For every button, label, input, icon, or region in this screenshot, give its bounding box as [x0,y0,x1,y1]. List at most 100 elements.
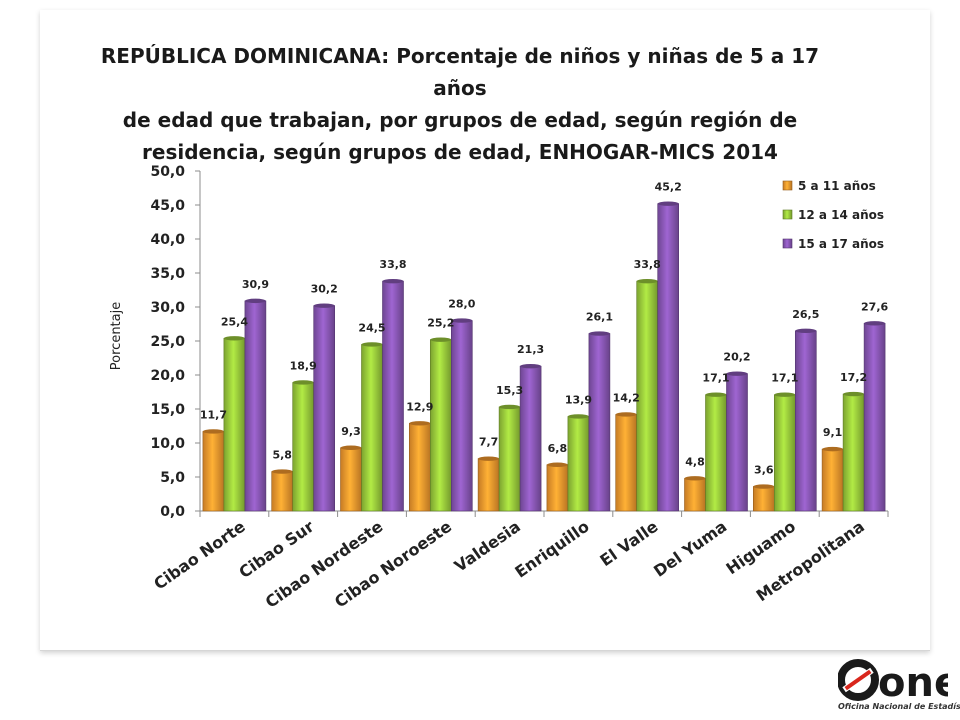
data-label: 18,9 [290,359,317,372]
data-label: 20,2 [723,351,750,364]
bar [292,382,315,512]
y-tick-label: 40,0 [150,232,185,248]
bar [429,339,452,512]
data-label: 7,7 [479,436,499,449]
bar-cap [843,391,865,397]
bar [408,422,431,512]
y-axis-label: Porcentaje [109,302,124,370]
bar-cap [271,469,293,474]
y-tick-label: 30,0 [150,300,185,316]
data-label: 33,8 [379,258,406,271]
y-tick-label: 35,0 [150,266,185,282]
bar-cap [636,278,658,284]
chart-title: REPÚBLICA DOMINICANA: Porcentaje de niño… [100,44,820,164]
bar-cap [223,336,245,341]
bar [705,394,727,512]
data-label: 21,3 [517,343,544,356]
y-tick-label: 10,0 [150,436,185,452]
data-label: 15,3 [496,384,523,397]
data-label: 25,2 [427,317,454,330]
bar [313,305,336,512]
bar-cap [864,321,886,326]
bar [588,333,611,512]
bar [684,478,706,512]
bar-cap [478,456,500,461]
logo-text: one [878,660,948,704]
bar-cap [451,318,473,323]
bar [498,406,521,512]
bar-cap [499,404,521,410]
bar [382,280,404,512]
y-tick-label: 50,0 [150,164,185,180]
data-label: 28,0 [448,298,475,311]
bar [752,486,775,512]
x-tick-label: El Valle [596,517,661,571]
bar-cap [361,342,383,347]
data-label: 9,3 [341,425,361,438]
logo-subtitle: Oficina Nacional de Estadística [838,702,960,711]
y-tick-label: 45,0 [150,198,185,214]
bar [244,300,267,512]
bar-cap [340,445,362,450]
y-tick-label: 5,0 [160,470,185,486]
bar [615,414,638,512]
bar [271,471,294,512]
y-tick-label: 25,0 [150,334,185,350]
data-label: 45,2 [655,181,682,194]
one-logo-icon: one [837,659,960,706]
bar [636,280,659,512]
y-tick-label: 20,0 [150,368,185,384]
bar [773,394,796,512]
bar [340,447,362,512]
data-label: 17,1 [771,372,798,385]
bar-cap [567,414,589,419]
data-label: 3,6 [754,464,774,477]
bar-cap [657,201,679,206]
bar-cap [313,303,335,308]
bar-cap [726,371,748,376]
data-label: 9,1 [823,426,843,439]
bar-cap [774,392,796,397]
x-tick-label: Enriquillo [511,517,592,582]
legend-swatch [782,180,793,191]
data-label: 4,8 [685,455,705,468]
one-logo: one Oficina Nacional de Estadística [837,656,960,716]
bar [546,464,569,512]
data-label: 26,5 [792,308,819,321]
bar-cap [795,328,817,333]
data-label: 25,4 [221,315,248,328]
data-label: 30,2 [311,283,338,296]
data-label: 13,9 [565,393,592,406]
data-label: 5,8 [272,449,292,462]
bar-cap [753,484,775,489]
legend-label: 12 a 14 años [798,208,884,222]
legend-label: 5 a 11 años [798,179,876,193]
bar-cap [546,462,568,467]
slide-card [40,10,930,651]
bar-cap [588,331,610,336]
y-tick-label: 15,0 [150,402,185,418]
bar [567,416,590,512]
bar [794,330,817,512]
x-tick-label: Cibao Norte [150,517,249,594]
bar-cap [705,392,727,397]
bar-cap [409,421,431,426]
y-tick-label: 0,0 [160,504,185,520]
data-label: 24,5 [358,321,385,334]
bar [657,203,680,512]
bar [477,458,500,512]
bar-cap [684,476,706,481]
data-label: 30,9 [242,278,269,291]
data-label: 26,1 [586,311,613,324]
bar-cap [382,278,404,284]
bar [842,393,865,512]
bar-cap [292,380,314,385]
bar-cap [520,363,542,369]
x-tick-label: Cibao Noroeste [331,517,455,612]
bar [519,365,542,512]
bar [202,431,225,512]
bar [223,337,246,512]
bar [361,344,383,512]
legend-swatch [782,238,793,249]
data-label: 6,8 [548,442,568,455]
